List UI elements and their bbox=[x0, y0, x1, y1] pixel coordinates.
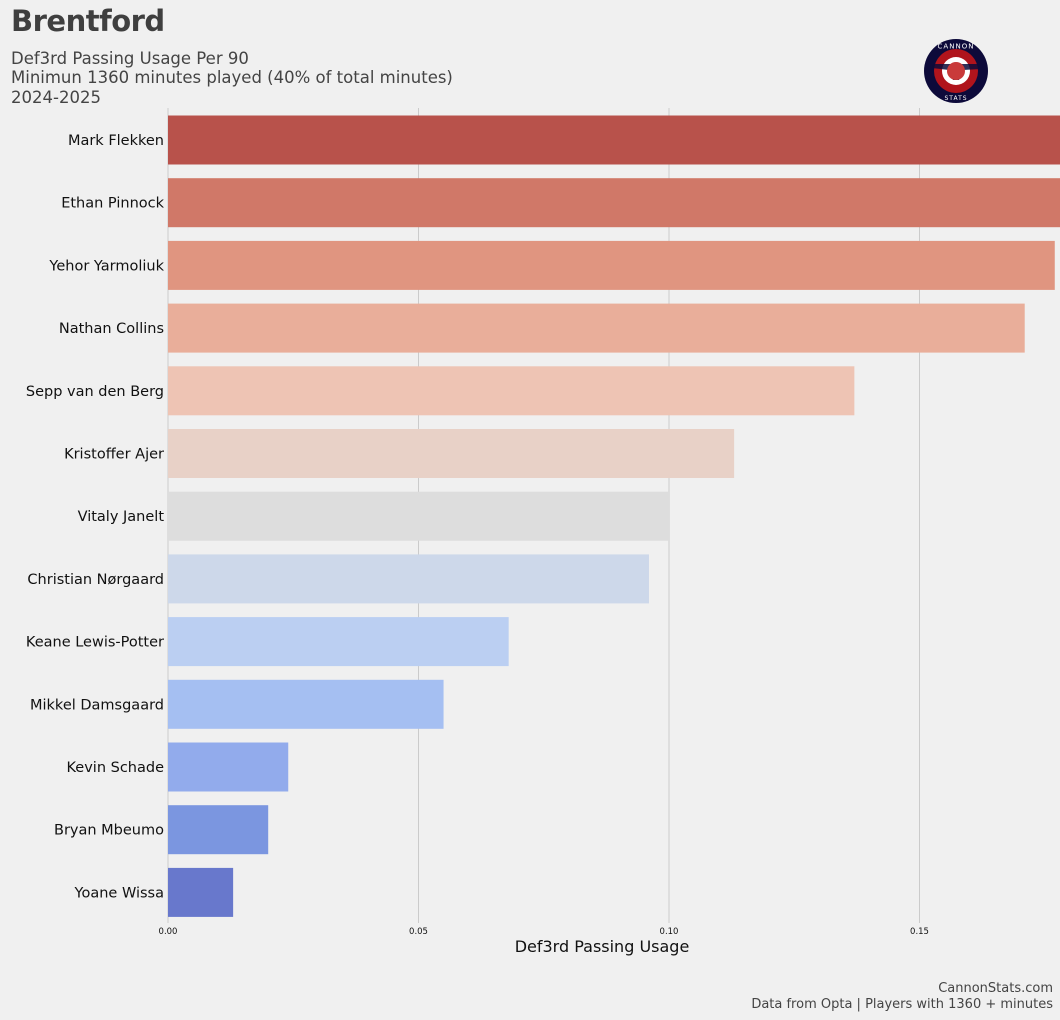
y-label-5: Kristoffer Ajer bbox=[64, 447, 164, 463]
y-label-9: Mikkel Damsgaard bbox=[30, 697, 164, 713]
credit-site: CannonStats.com bbox=[938, 981, 1053, 996]
chart-bars bbox=[168, 115, 1060, 917]
chart-x-ticks: 0.000.050.100.150.200.250.30 bbox=[159, 927, 929, 937]
chart-subtitle-filter: Minimun 1360 minutes played (40% of tota… bbox=[11, 68, 453, 87]
logo-bottom-text: STATS bbox=[944, 95, 967, 102]
chart-subtitle-season: 2024-2025 bbox=[11, 88, 101, 107]
y-label-11: Bryan Mbeumo bbox=[54, 823, 164, 839]
x-tick-0: 0.00 bbox=[159, 927, 178, 937]
y-label-1: Ethan Pinnock bbox=[61, 196, 164, 212]
bar-7 bbox=[168, 554, 649, 604]
chart-subtitle-metric: Def3rd Passing Usage Per 90 bbox=[11, 49, 249, 68]
bar-1 bbox=[168, 178, 1060, 228]
y-label-2: Yehor Yarmoliuk bbox=[48, 258, 164, 274]
x-axis-label: Def3rd Passing Usage bbox=[515, 937, 690, 956]
bar-2 bbox=[168, 240, 1055, 290]
chart-title: Brentford bbox=[11, 4, 165, 38]
bar-5 bbox=[168, 429, 735, 478]
x-tick-1: 0.05 bbox=[409, 927, 428, 937]
bar-4 bbox=[168, 366, 855, 416]
bar-0 bbox=[168, 115, 1060, 165]
y-label-10: Kevin Schade bbox=[67, 760, 165, 776]
y-label-6: Vitaly Janelt bbox=[78, 509, 165, 525]
bar-12 bbox=[168, 867, 234, 917]
y-label-8: Keane Lewis-Potter bbox=[26, 635, 164, 651]
y-label-7: Christian Nørgaard bbox=[27, 572, 164, 588]
x-tick-3: 0.15 bbox=[910, 927, 929, 937]
logo-center-emblem bbox=[947, 62, 965, 80]
bar-10 bbox=[168, 742, 289, 792]
chart-y-labels: Mark Flekken Ethan Pinnock Yehor Yarmoliuk… bbox=[26, 133, 165, 901]
y-label-12: Yoane Wissa bbox=[74, 885, 164, 901]
x-tick-2: 0.10 bbox=[660, 927, 679, 937]
y-label-3: Nathan Collins bbox=[59, 321, 164, 337]
bar-6 bbox=[168, 491, 669, 541]
logo-top-text: CANNON bbox=[938, 43, 975, 51]
credit-source: Data from Opta | Players with 1360 + min… bbox=[751, 997, 1053, 1012]
bar-11 bbox=[168, 805, 269, 855]
cannonstats-logo: CANNON STATS bbox=[924, 39, 988, 103]
bar-3 bbox=[168, 303, 1025, 353]
y-label-4: Sepp van den Berg bbox=[26, 384, 164, 400]
bar-9 bbox=[168, 679, 444, 729]
y-label-0: Mark Flekken bbox=[68, 133, 164, 149]
bar-8 bbox=[168, 617, 509, 667]
